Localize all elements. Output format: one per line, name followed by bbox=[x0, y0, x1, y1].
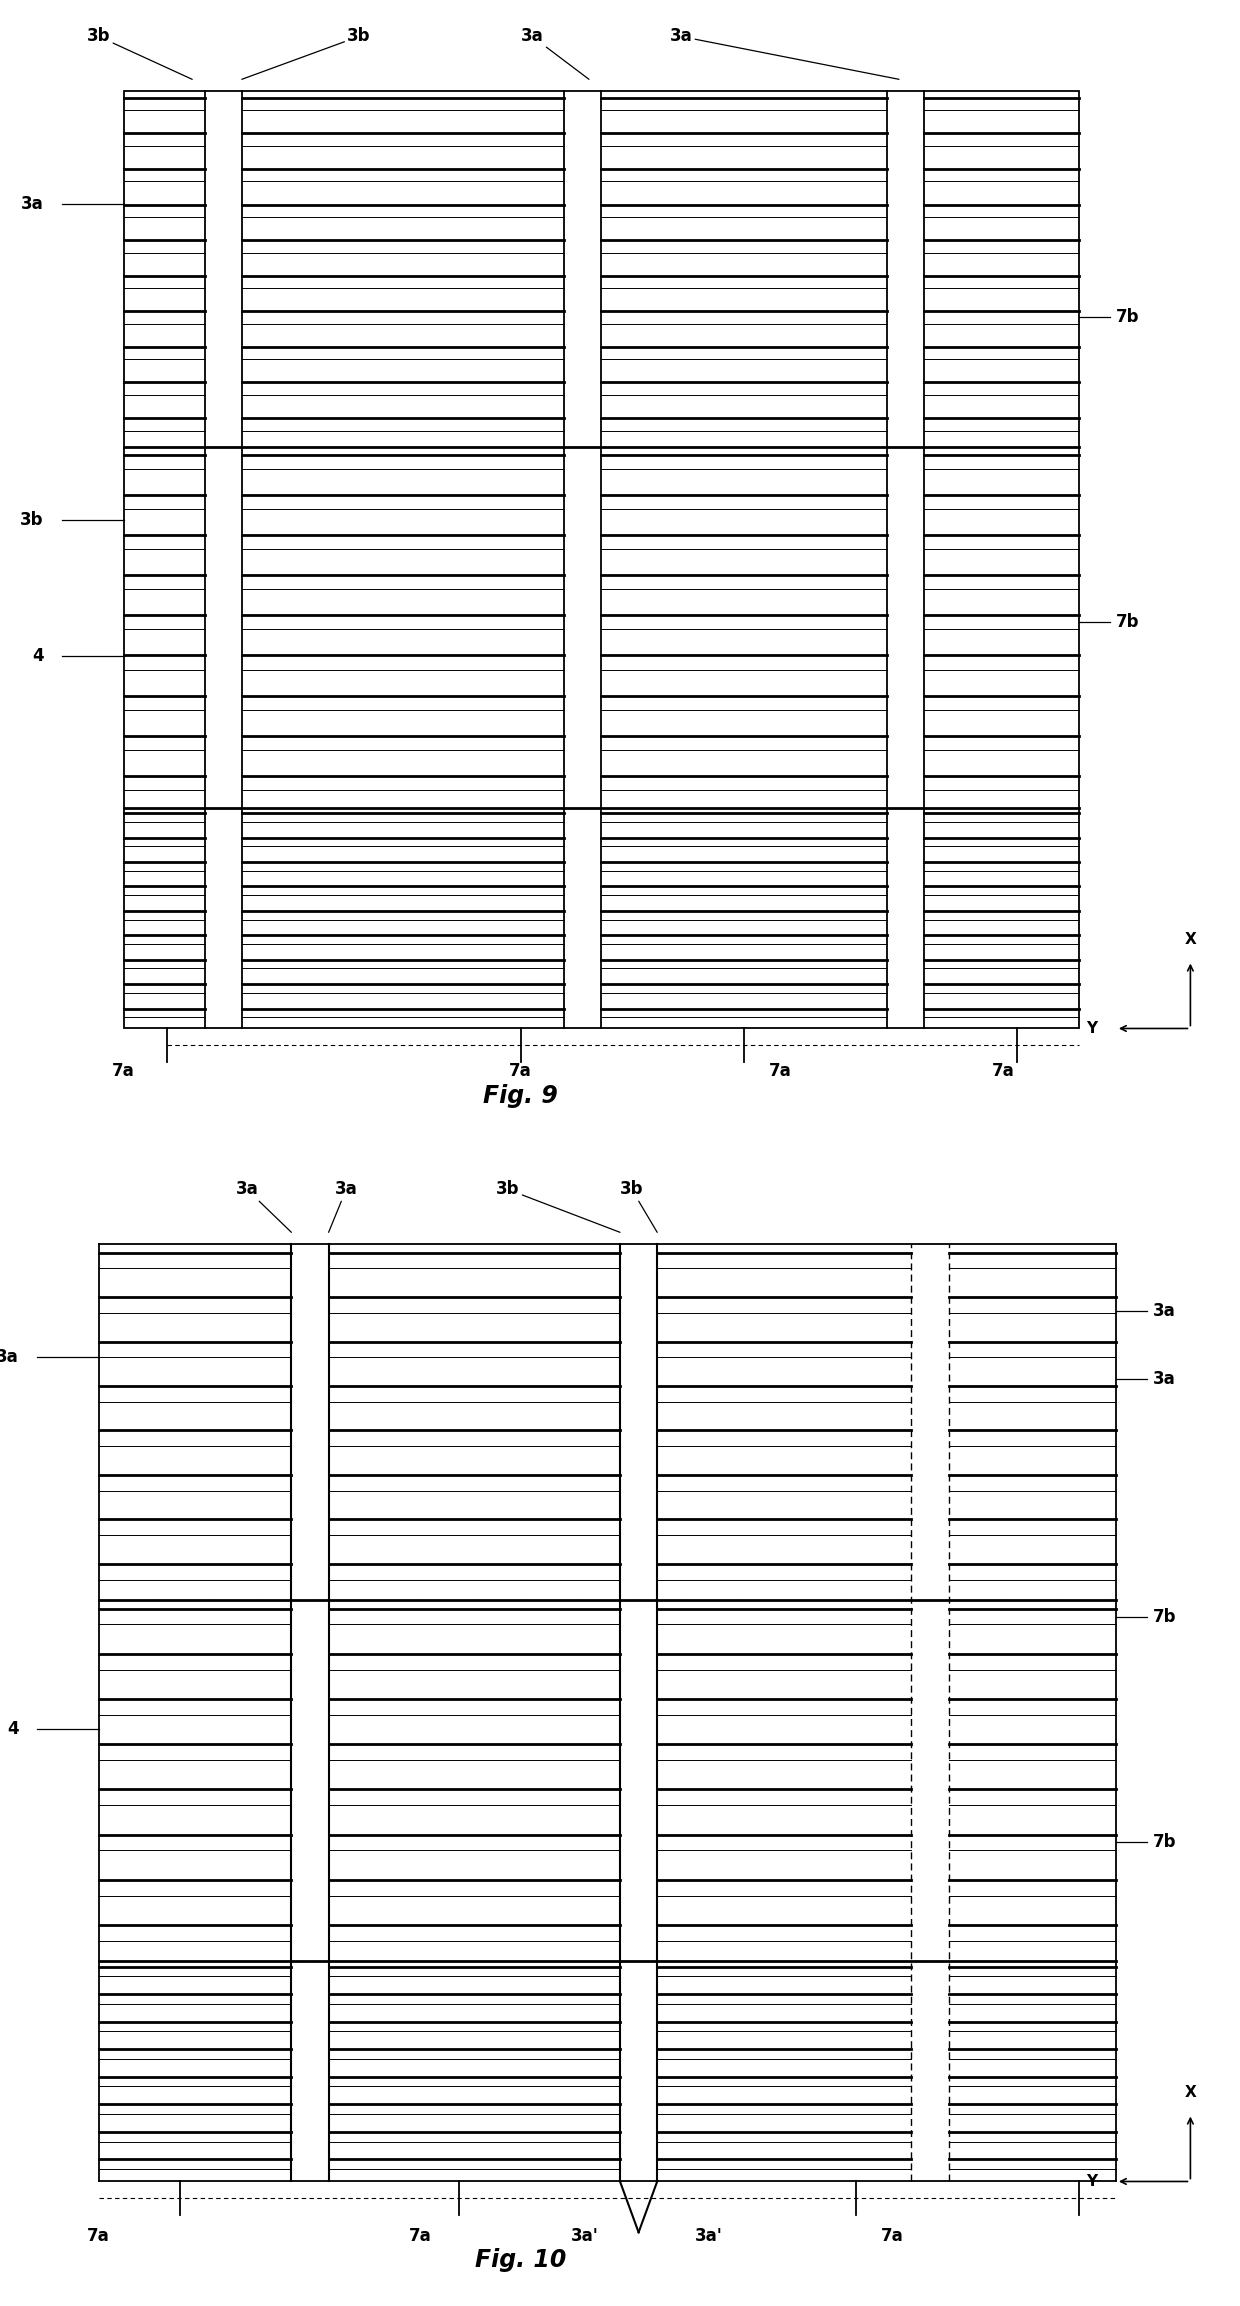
Text: X: X bbox=[1184, 932, 1197, 948]
Text: 7a: 7a bbox=[508, 1063, 531, 1082]
Text: 3a: 3a bbox=[521, 28, 589, 78]
Text: Fig. 9: Fig. 9 bbox=[484, 1084, 558, 1107]
Text: X: X bbox=[1184, 2085, 1197, 2101]
Text: 3b: 3b bbox=[242, 28, 371, 78]
Text: 3a: 3a bbox=[21, 194, 43, 212]
Text: 3a: 3a bbox=[329, 1181, 357, 1231]
Text: 7a: 7a bbox=[880, 2228, 903, 2244]
Text: 3a: 3a bbox=[0, 1347, 19, 1365]
Text: Y: Y bbox=[1086, 2175, 1097, 2188]
Text: 3b: 3b bbox=[20, 512, 43, 528]
Text: 3a: 3a bbox=[1153, 1303, 1176, 1321]
Text: 3a': 3a' bbox=[570, 2228, 598, 2244]
Text: 3b: 3b bbox=[87, 28, 192, 78]
Text: 4: 4 bbox=[7, 1720, 19, 1739]
Text: 7a: 7a bbox=[87, 2228, 109, 2244]
Text: 7a: 7a bbox=[112, 1063, 134, 1082]
Bar bbox=[124, 90, 1079, 1028]
Text: 3b: 3b bbox=[620, 1181, 657, 1231]
Text: 3b: 3b bbox=[496, 1181, 620, 1231]
Text: 3a: 3a bbox=[1153, 1370, 1176, 1388]
Text: 7a: 7a bbox=[769, 1063, 791, 1082]
Text: 7a: 7a bbox=[409, 2228, 432, 2244]
Text: 3a: 3a bbox=[236, 1181, 291, 1231]
Text: Fig. 10: Fig. 10 bbox=[475, 2248, 567, 2271]
Text: 7a: 7a bbox=[992, 1063, 1014, 1082]
Text: 7b: 7b bbox=[1116, 307, 1140, 325]
Text: Y: Y bbox=[1086, 1022, 1097, 1035]
Text: 7b: 7b bbox=[1116, 613, 1140, 632]
Text: 7b: 7b bbox=[1153, 1607, 1177, 1626]
Text: 3a': 3a' bbox=[694, 2228, 722, 2244]
Text: 7b: 7b bbox=[1153, 1833, 1177, 1852]
Text: 3a: 3a bbox=[670, 28, 899, 78]
Text: 4: 4 bbox=[32, 646, 43, 664]
